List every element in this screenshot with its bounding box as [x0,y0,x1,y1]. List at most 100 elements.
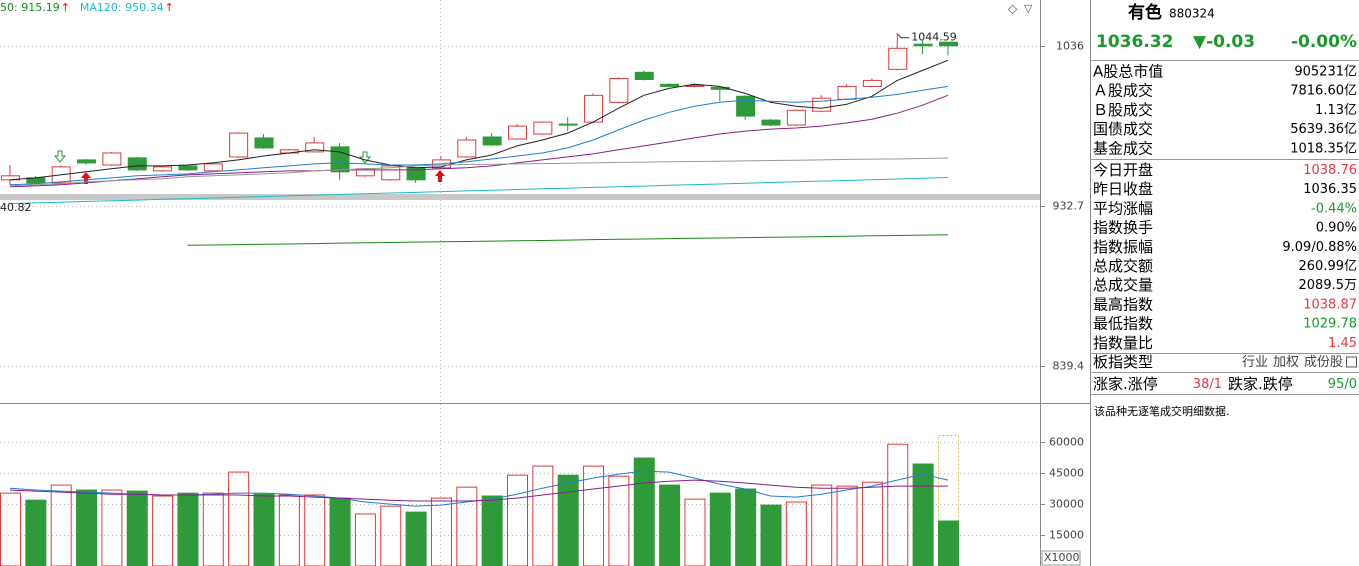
y-tick-label: 932.7 [1053,200,1085,213]
stat-label: Ａ股成交 [1093,82,1153,100]
candle-body [203,163,223,172]
breadth-label: 跌家.跌停 [1228,375,1293,393]
stat-label: 总成交量 [1093,276,1153,294]
index-name: 有色 [1128,2,1162,23]
stat-value: 1.13亿 [1315,103,1357,118]
volume-bar [50,484,72,566]
volume-bar [709,492,731,566]
stat-value: 9.09/0.88% [1282,240,1357,255]
candle-body [305,142,325,153]
sell-signal [53,150,67,163]
candle-body [609,77,629,103]
y-tick-label: 15000 [1049,529,1084,542]
candle-body [710,86,730,90]
tool-icon[interactable]: ◇ [1008,2,1018,16]
volume-bar [557,474,579,566]
stat-label: 最低指数 [1093,315,1153,333]
volume-bar [633,457,655,566]
candle-body [178,165,198,171]
stat-label: 国债成交 [1093,120,1153,138]
stat-label: A股总市值 [1093,63,1163,81]
volume-bar [228,471,250,566]
volume-bar [684,498,706,566]
stat-value: 7816.60亿 [1290,84,1357,99]
volume-bar [405,511,427,566]
volume-bar [329,497,351,566]
y-tick-label: 60000 [1049,436,1084,449]
candle-body [862,79,882,87]
volume-bar [253,493,275,566]
stat-label: 指数换手 [1093,219,1153,237]
stat-label: 总成交额 [1093,257,1153,275]
volume-bar [354,513,376,566]
sell-signal [358,151,372,164]
candle-body [938,41,958,47]
price-change: ▼-0.03 [1193,32,1255,52]
volume-bar [887,443,909,566]
last-price: 1036.32 [1096,32,1173,52]
breadth-value: 95/0 [1328,377,1357,392]
ma-line [9,479,948,502]
candle-body [482,136,502,146]
buy-signal [81,172,91,184]
breadth-label: 涨家.涨停 [1093,375,1158,393]
candle-body [812,97,832,112]
volume-bar [583,465,605,566]
y-tick-label: 30000 [1049,498,1084,511]
volume-bar [836,485,858,566]
candle-body [127,157,147,171]
volume-bar [202,492,224,566]
legend-arrow: ↑ [61,1,70,14]
candle-body [660,83,680,87]
volume-bar [937,520,959,566]
candle-body [102,152,122,166]
stat-label: 指数振幅 [1093,238,1153,256]
board-type-tag: 加权 [1273,354,1299,370]
volume-bar [177,492,199,566]
volume-bar [861,481,883,566]
stat-value: 1038.76 [1303,163,1357,178]
volume-bar [430,497,452,566]
volume-bar [912,463,934,566]
stat-label: 最高指数 [1093,295,1153,313]
stat-value: 1029.78 [1303,317,1357,332]
legend-text: MA120: 950.34 [80,1,164,14]
volume-bar [278,494,300,566]
candle-body [457,139,477,158]
candle-body [736,95,756,117]
stat-label: 今日开盘 [1093,161,1153,179]
volume-bar [735,488,757,566]
ma-line [9,157,949,187]
stat-value: 0.90% [1316,221,1357,236]
board-type-tag: 行业 [1242,355,1268,370]
board-type-tag: 成份股 [1304,355,1343,370]
volume-bar [608,475,630,566]
volume-bar [481,495,503,566]
ma-line [9,85,949,186]
low-annotation: 40.82 [0,201,32,214]
ma-line [9,59,949,181]
high-annotation: 1044.59 [911,31,957,44]
stat-value: 1036.35 [1303,182,1357,197]
stat-value: 5639.36亿 [1290,122,1357,137]
buy-signal [435,170,445,182]
tool-icon[interactable]: ▽ [1024,2,1033,15]
stat-value: 1038.87 [1303,297,1357,312]
legend-arrow: ↑ [165,1,174,14]
legend-text: 50: 915.19 [0,1,60,14]
candle-body [634,71,654,81]
y-tick-label: 1036 [1056,40,1084,53]
trade-note: 该品种无逐笔成交明细数据. [1094,404,1230,418]
stat-value: 260.99亿 [1299,259,1358,274]
change-percent: -0.00% [1291,32,1357,52]
volume-bar [532,465,554,566]
volume-bar [760,504,782,566]
stat-label: 昨日收盘 [1093,180,1153,198]
volume-bar [811,484,833,566]
ma-line [187,234,949,246]
candle-body [153,166,173,172]
volume-bar [76,489,98,566]
volume-bar [0,492,21,566]
